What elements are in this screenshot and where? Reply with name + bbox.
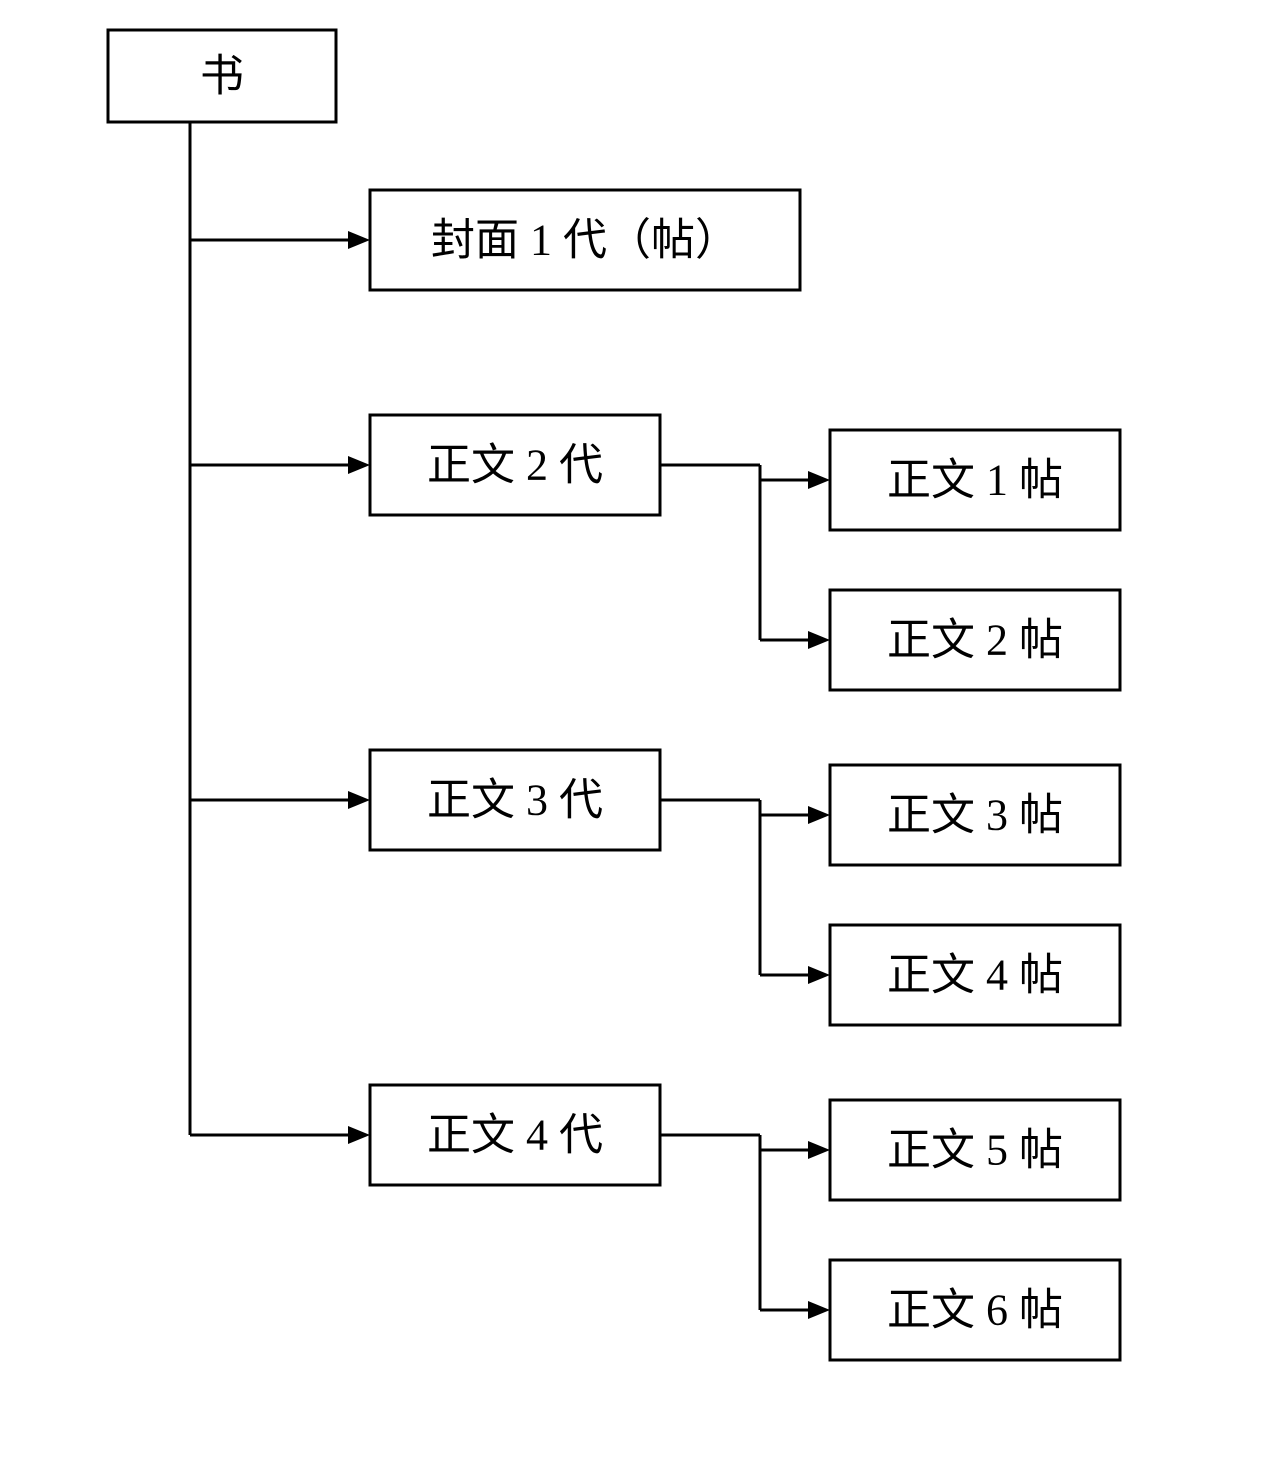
arrow-head (808, 1301, 830, 1319)
tree-node-g32: 正文 4 帖 (830, 925, 1120, 1025)
node-label: 正文 4 帖 (887, 951, 1063, 1000)
tree-node-root: 书 (108, 30, 336, 122)
tree-node-c3: 正文 3 代 (370, 750, 660, 850)
tree-node-c1: 封面 1 代（帖） (370, 190, 800, 290)
node-label: 书 (200, 52, 244, 101)
tree-node-c4: 正文 4 代 (370, 1085, 660, 1185)
tree-node-g31: 正文 3 帖 (830, 765, 1120, 865)
arrow-head (348, 791, 370, 809)
tree-node-g42: 正文 6 帖 (830, 1260, 1120, 1360)
tree-node-c2: 正文 2 代 (370, 415, 660, 515)
node-label: 正文 5 帖 (887, 1126, 1063, 1175)
tree-node-g22: 正文 2 帖 (830, 590, 1120, 690)
arrow-head (808, 471, 830, 489)
node-label: 正文 2 代 (427, 441, 603, 490)
arrow-head (808, 631, 830, 649)
arrow-head (808, 966, 830, 984)
node-label: 正文 2 帖 (887, 616, 1063, 665)
node-label: 正文 6 帖 (887, 1286, 1063, 1335)
node-label: 封面 1 代（帖） (431, 216, 739, 265)
arrow-head (348, 1126, 370, 1144)
arrow-head (808, 806, 830, 824)
tree-node-g21: 正文 1 帖 (830, 430, 1120, 530)
node-label: 正文 3 代 (427, 776, 603, 825)
node-label: 正文 3 帖 (887, 791, 1063, 840)
arrow-head (808, 1141, 830, 1159)
arrow-head (348, 456, 370, 474)
tree-node-g41: 正文 5 帖 (830, 1100, 1120, 1200)
node-label: 正文 4 代 (427, 1111, 603, 1160)
node-label: 正文 1 帖 (887, 456, 1063, 505)
arrow-head (348, 231, 370, 249)
